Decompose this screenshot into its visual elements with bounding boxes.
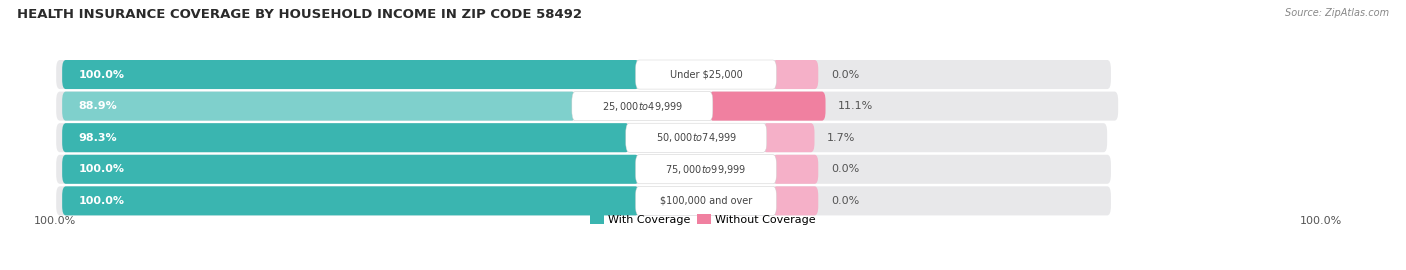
FancyBboxPatch shape <box>636 186 776 215</box>
FancyBboxPatch shape <box>773 155 818 184</box>
Text: $75,000 to $99,999: $75,000 to $99,999 <box>665 163 747 176</box>
FancyBboxPatch shape <box>572 92 713 121</box>
FancyBboxPatch shape <box>62 60 640 89</box>
Text: 88.9%: 88.9% <box>79 101 117 111</box>
Text: HEALTH INSURANCE COVERAGE BY HOUSEHOLD INCOME IN ZIP CODE 58492: HEALTH INSURANCE COVERAGE BY HOUSEHOLD I… <box>17 8 582 21</box>
FancyBboxPatch shape <box>626 123 766 152</box>
FancyBboxPatch shape <box>773 60 818 89</box>
FancyBboxPatch shape <box>709 92 825 121</box>
FancyBboxPatch shape <box>636 155 776 184</box>
Text: 100.0%: 100.0% <box>79 196 124 206</box>
Text: 1.7%: 1.7% <box>827 133 855 143</box>
FancyBboxPatch shape <box>636 60 776 89</box>
FancyBboxPatch shape <box>56 60 1111 89</box>
Text: 100.0%: 100.0% <box>79 70 124 80</box>
Text: $100,000 and over: $100,000 and over <box>659 196 752 206</box>
Text: 0.0%: 0.0% <box>831 164 859 174</box>
Text: 0.0%: 0.0% <box>831 70 859 80</box>
Text: 11.1%: 11.1% <box>838 101 873 111</box>
Text: $50,000 to $74,999: $50,000 to $74,999 <box>655 131 737 144</box>
FancyBboxPatch shape <box>62 186 640 215</box>
FancyBboxPatch shape <box>62 123 630 152</box>
FancyBboxPatch shape <box>56 123 1107 152</box>
FancyBboxPatch shape <box>62 155 640 184</box>
Text: 98.3%: 98.3% <box>79 133 117 143</box>
Text: 100.0%: 100.0% <box>34 216 76 227</box>
FancyBboxPatch shape <box>56 155 1111 184</box>
FancyBboxPatch shape <box>773 186 818 215</box>
Legend: With Coverage, Without Coverage: With Coverage, Without Coverage <box>586 210 820 229</box>
Text: $25,000 to $49,999: $25,000 to $49,999 <box>602 100 683 113</box>
FancyBboxPatch shape <box>62 92 575 121</box>
Text: 0.0%: 0.0% <box>831 196 859 206</box>
FancyBboxPatch shape <box>56 92 1118 121</box>
Text: Source: ZipAtlas.com: Source: ZipAtlas.com <box>1285 8 1389 18</box>
FancyBboxPatch shape <box>56 186 1111 215</box>
Text: Under $25,000: Under $25,000 <box>669 70 742 80</box>
Text: 100.0%: 100.0% <box>1299 216 1343 227</box>
Text: 100.0%: 100.0% <box>79 164 124 174</box>
FancyBboxPatch shape <box>763 123 814 152</box>
